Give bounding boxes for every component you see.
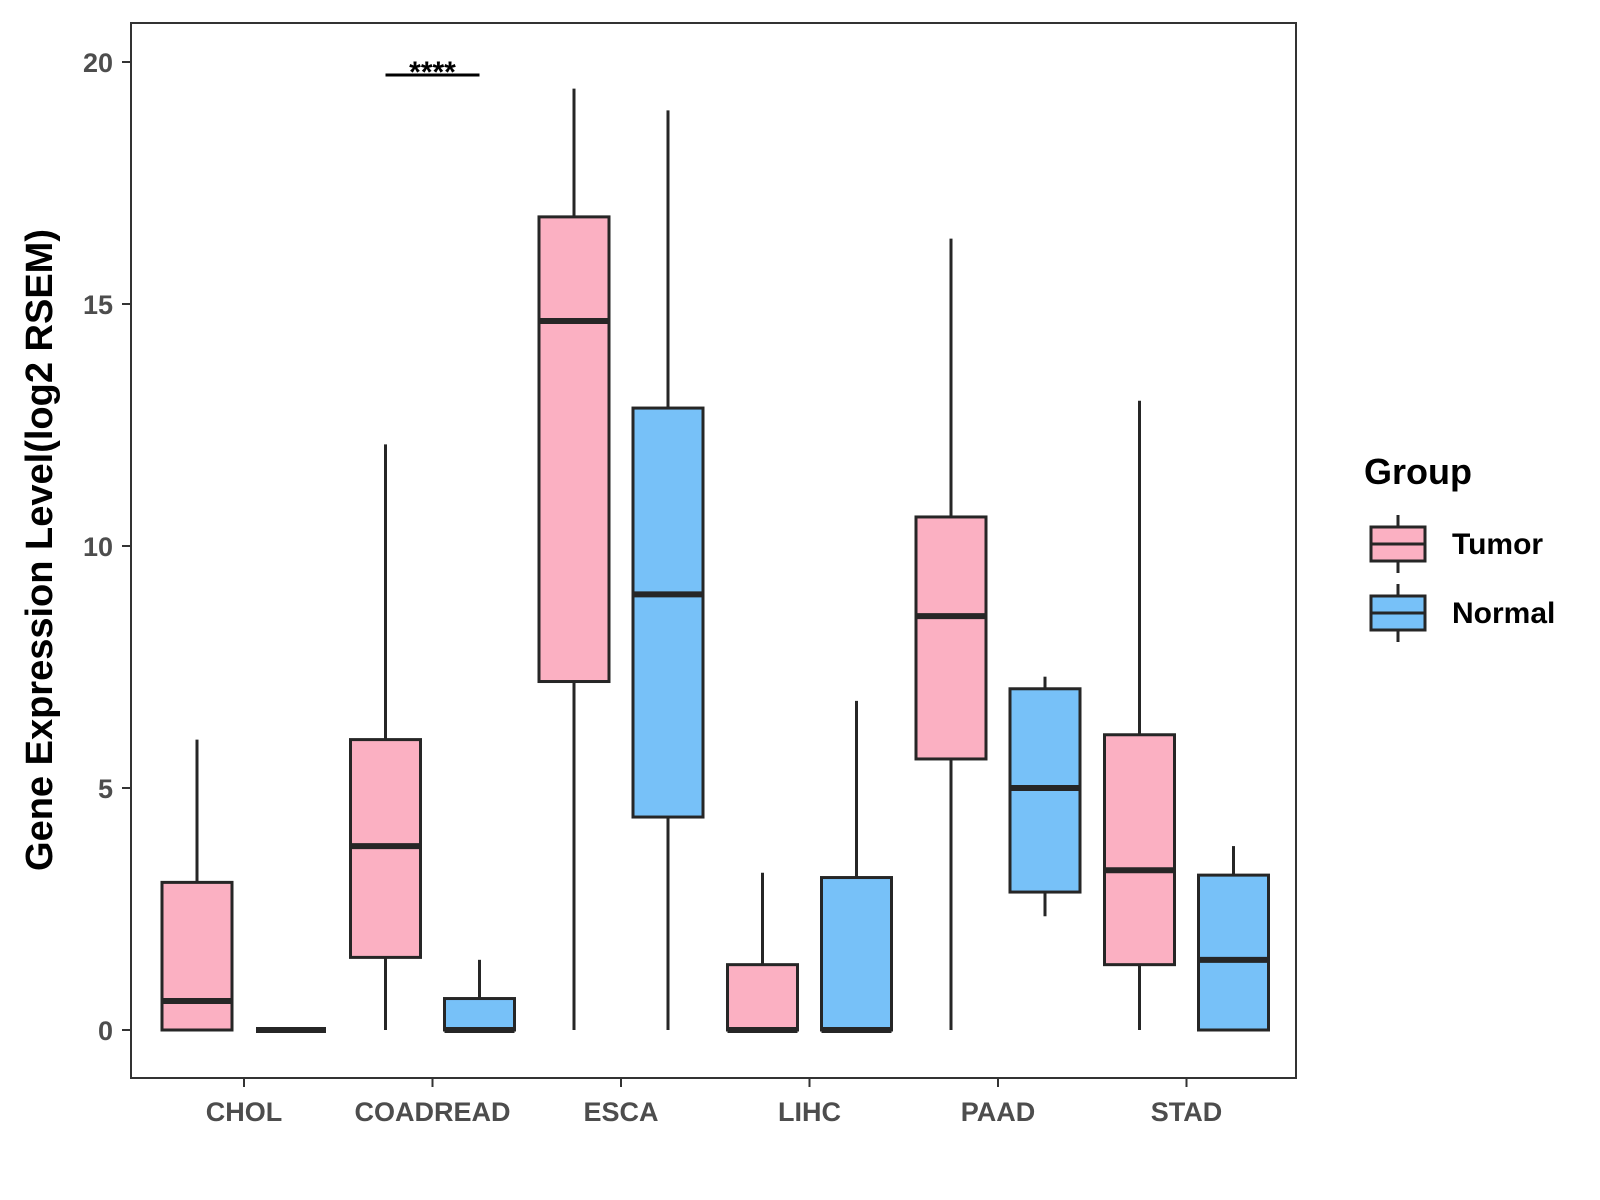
y-tick-label-5: 5	[98, 774, 113, 804]
x-tick-label-lihc: LIHC	[778, 1097, 841, 1127]
x-tick-label-chol: CHOL	[206, 1097, 283, 1127]
x-tick-label-coadread: COADREAD	[354, 1097, 510, 1127]
stad-tumor-box-group	[1103, 400, 1176, 1030]
lihc-tumor-box	[726, 963, 799, 1032]
legend-normal-key	[1369, 584, 1427, 642]
paad-normal-box-group	[1008, 676, 1082, 917]
paad-tumor-box	[914, 515, 988, 761]
lihc-normal-box	[820, 876, 893, 1032]
esca-normal-box	[631, 406, 705, 819]
stad-normal-box-group	[1197, 846, 1270, 1032]
axes: 0 5 10 15 20 CHOL COADREAD ESCA LIHC PAAD STAD ****	[83, 48, 1222, 1127]
significance-label: ****	[409, 56, 456, 89]
stad-tumor-box	[1103, 733, 1176, 967]
legend-normal-label: Normal	[1452, 597, 1555, 630]
y-tick-label-0: 0	[98, 1016, 113, 1046]
legend-title: Group	[1364, 451, 1472, 492]
esca-normal-box-group	[631, 110, 705, 1030]
legend-tumor-key	[1369, 515, 1427, 573]
chol-tumor-box-group	[160, 739, 234, 1032]
y-tick-label-20: 20	[83, 48, 113, 78]
x-tick-label-paad: PAAD	[961, 1097, 1036, 1127]
x-tick-label-esca: ESCA	[583, 1097, 658, 1127]
chol-tumor-box	[160, 880, 234, 1032]
coadread-tumor-box-group	[349, 444, 422, 1030]
coadread-normal-box	[443, 997, 516, 1032]
esca-tumor-box-group	[537, 88, 611, 1030]
x-tick-label-stad: STAD	[1151, 1097, 1223, 1127]
legend-tumor-label: Tumor	[1452, 528, 1543, 561]
coadread-normal-box-group	[443, 959, 516, 1033]
legend: Group Tumor Normal	[1364, 451, 1555, 642]
y-axis-title: Gene Expression Level(log2 RSEM)	[19, 229, 61, 871]
esca-tumor-box	[537, 215, 611, 684]
y-tick-label-15: 15	[83, 290, 113, 320]
lihc-tumor-box-group	[726, 872, 799, 1033]
y-tick-label-10: 10	[83, 532, 113, 562]
paad-tumor-box-group	[914, 238, 988, 1030]
plot-area	[160, 88, 1270, 1033]
lihc-normal-box-group	[820, 700, 893, 1033]
plot-panel-border	[130, 22, 1297, 1079]
stad-normal-box	[1197, 873, 1270, 1032]
